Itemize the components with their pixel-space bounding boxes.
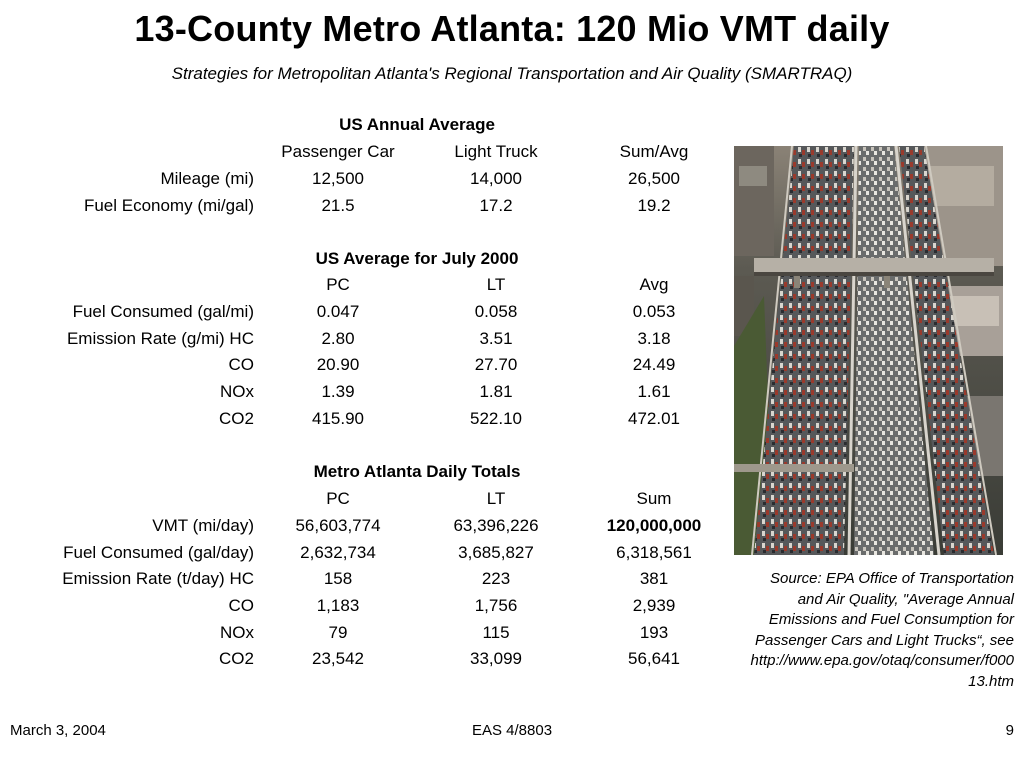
table-row: CO 1,183 1,756 2,939 [0, 594, 720, 618]
source-link[interactable]: 13.htm [968, 672, 1014, 690]
table-cell: 0.047 [316, 302, 360, 321]
table-cell: 12,500 [312, 169, 364, 188]
row-label: Fuel Consumed (gal/mi) [72, 302, 254, 321]
table-row: Fuel Consumed (gal/day) 2,632,734 3,685,… [0, 541, 720, 565]
table-cell: 3,685,827 [458, 543, 534, 562]
table-cell: 522.10 [470, 409, 522, 428]
section-heading-us-july-2000: US Average for July 2000 [315, 249, 519, 268]
table-cell: 19.2 [637, 196, 671, 215]
table-row: CO 20.90 27.70 24.49 [0, 353, 720, 377]
table-cell: 79 [328, 623, 348, 642]
source-link[interactable]: http://www.epa.gov/otaq/consumer/f000 [750, 652, 1015, 669]
table-cell: 14,000 [470, 169, 522, 188]
row-label: CO [228, 596, 255, 615]
table-row: NOx 79 115 193 [0, 621, 720, 645]
row-label: CO [228, 355, 255, 374]
footer-page-number: 9 [1005, 722, 1014, 739]
column-header: LT [486, 275, 506, 294]
table-cell: 56,641 [628, 649, 680, 668]
table-cell: 0.053 [632, 302, 676, 321]
table-cell: 115 [482, 623, 510, 642]
column-header: Passenger Car [281, 142, 395, 161]
table-row: VMT (mi/day) 56,603,774 63,396,226 120,0… [0, 514, 720, 538]
row-label: Emission Rate (g/mi) HC [66, 329, 254, 348]
row-label: CO2 [219, 409, 254, 428]
source-line: Emissions and Fuel Consumption for [768, 611, 1014, 628]
table-cell: 2.80 [321, 329, 355, 348]
table-row: Fuel Economy (mi/gal) 21.5 17.2 19.2 [0, 194, 720, 218]
table-header-row: PC LT Avg [0, 273, 720, 297]
column-header: Sum [636, 489, 672, 508]
section-heading-metro-atlanta: Metro Atlanta Daily Totals [313, 462, 521, 481]
table-cell: 0.058 [474, 302, 518, 321]
row-label: Fuel Economy (mi/gal) [83, 196, 254, 215]
row-label: NOx [220, 382, 254, 401]
row-label: CO2 [219, 649, 254, 668]
footer-date: March 3, 2004 [10, 722, 106, 739]
table-cell: 193 [639, 623, 669, 642]
table-cell: 27.70 [474, 355, 518, 374]
row-label: NOx [220, 623, 254, 642]
table-cell: 1.61 [637, 382, 671, 401]
row-label: Mileage (mi) [160, 169, 254, 188]
table-cell: 17.2 [479, 196, 513, 215]
source-line: Source: EPA Office of Transportation [770, 570, 1014, 587]
row-label: VMT (mi/day) [152, 516, 254, 535]
source-line: and Air Quality, "Average Annual [797, 590, 1014, 608]
row-label: Emission Rate (t/day) HC [62, 569, 254, 588]
source-line: Passenger Cars and Light Trucks“, see [754, 631, 1014, 649]
column-header: Sum/Avg [619, 142, 689, 161]
table-cell: 1.39 [321, 382, 355, 401]
column-header: LT [486, 489, 506, 508]
table-cell: 158 [323, 569, 353, 588]
table-cell: 3.18 [637, 329, 671, 348]
column-header: PC [326, 275, 350, 294]
table-cell: 1.81 [479, 382, 513, 401]
table-cell: 63,396,226 [453, 516, 539, 535]
table-row: Emission Rate (t/day) HC 158 223 381 [0, 567, 720, 591]
table-cell: 26,500 [628, 169, 680, 188]
table-header-row: PC LT Sum [0, 487, 720, 511]
table-row: CO2 415.90 522.10 472.01 [0, 407, 720, 431]
table-cell: 2,632,734 [300, 543, 376, 562]
slide-subtitle: Strategies for Metropolitan Atlanta's Re… [171, 64, 853, 83]
slide-title: 13-County Metro Atlanta: 120 Mio VMT dai… [134, 8, 890, 49]
table-cell: 1,756 [474, 596, 518, 615]
table-header-row: Passenger Car Light Truck Sum/Avg [0, 140, 720, 164]
footer-course: EAS 4/8803 [471, 722, 553, 739]
table-cell: 472.01 [628, 409, 680, 428]
table-cell: 2,939 [632, 596, 676, 615]
table-row: NOx 1.39 1.81 1.61 [0, 380, 720, 404]
table-cell: 223 [481, 569, 511, 588]
table-cell-highlight: 120,000,000 [606, 516, 702, 535]
table-cell: 56,603,774 [295, 516, 381, 535]
table-row: CO2 23,542 33,099 56,641 [0, 647, 720, 671]
table-cell: 1,183 [316, 596, 360, 615]
table-row: Mileage (mi) 12,500 14,000 26,500 [0, 167, 720, 191]
section-heading-us-annual: US Annual Average [339, 115, 495, 134]
table-cell: 23,542 [312, 649, 364, 668]
table-cell: 3.51 [479, 329, 513, 348]
table-cell: 381 [639, 569, 669, 588]
source-citation: Source: EPA Office of Transportation and… [704, 569, 1015, 692]
highway-traffic-photo [734, 146, 1003, 555]
table-cell: 24.49 [632, 355, 676, 374]
column-header: PC [326, 489, 350, 508]
table-cell: 6,318,561 [616, 543, 692, 562]
column-header: Light Truck [454, 142, 538, 161]
row-label: Fuel Consumed (gal/day) [63, 543, 254, 562]
column-header: Avg [639, 275, 669, 294]
table-row: Emission Rate (g/mi) HC 2.80 3.51 3.18 [0, 327, 720, 351]
table-cell: 20.90 [316, 355, 360, 374]
table-cell: 21.5 [321, 196, 355, 215]
table-cell: 33,099 [470, 649, 522, 668]
table-row: Fuel Consumed (gal/mi) 0.047 0.058 0.053 [0, 300, 720, 324]
table-cell: 415.90 [312, 409, 364, 428]
